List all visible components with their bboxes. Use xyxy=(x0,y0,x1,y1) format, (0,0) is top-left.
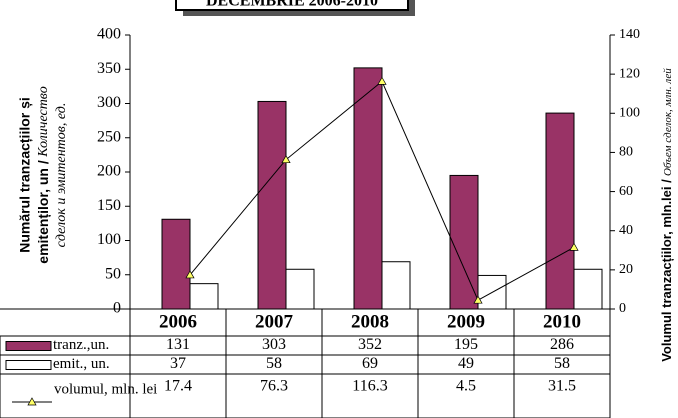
table-value: 31.5 xyxy=(548,378,576,395)
line-marker xyxy=(281,154,291,164)
y2-tick-label: 20 xyxy=(619,262,633,277)
bar xyxy=(353,67,383,310)
table-value: 4.5 xyxy=(456,378,476,395)
y-tick-label: 250 xyxy=(97,128,121,145)
table-value: 303 xyxy=(262,336,286,353)
y-tick-label: 50 xyxy=(105,265,121,282)
y-label-line: сделок и эмитентов, ед. xyxy=(54,103,69,248)
x-tick-label: 2009 xyxy=(447,311,485,332)
line-marker xyxy=(377,76,387,85)
bar xyxy=(285,268,315,310)
y2-tick-label: 120 xyxy=(619,66,640,81)
y-tick-label: 400 xyxy=(97,26,121,43)
line-marker xyxy=(185,270,195,279)
bar xyxy=(257,100,287,310)
bar xyxy=(189,283,219,310)
table-value: 286 xyxy=(550,336,574,353)
bar xyxy=(573,268,603,310)
chart-title: DECEMBRIE 2006-2010 xyxy=(206,0,378,10)
table-value: 37 xyxy=(170,355,186,372)
y-label-part: Количество xyxy=(36,86,51,157)
y-tick-label: 350 xyxy=(97,60,121,77)
table-value: 69 xyxy=(362,355,378,372)
y2-tick-label: 60 xyxy=(619,184,633,199)
legend-marker xyxy=(27,397,37,406)
x-tick-label: 2008 xyxy=(351,311,389,332)
y2-tick-label: 40 xyxy=(619,223,633,238)
y2-tick-label: 100 xyxy=(619,106,640,121)
title-box xyxy=(175,0,409,11)
y-tick-label: 100 xyxy=(97,231,121,248)
line-marker xyxy=(473,295,483,304)
x-tick-label: 2006 xyxy=(159,311,197,332)
bar xyxy=(161,218,191,310)
y2-label-line: Volumul tranzacțiilor, mln.lei / Объем с… xyxy=(659,68,674,362)
table-value: 58 xyxy=(554,355,570,372)
legend-swatch xyxy=(5,360,52,370)
y-label-line: emitenților, un / Количество xyxy=(35,86,52,263)
y-tick-label: 300 xyxy=(97,94,121,111)
x-tick-label: 2010 xyxy=(543,311,581,332)
y2-tick-label: 80 xyxy=(619,145,633,160)
y2-tick-label: 0 xyxy=(619,301,626,316)
legend-label: tranz.,un. xyxy=(53,337,109,353)
y2-label-part: Volumul tranzacțiilor, mln.lei / xyxy=(659,179,674,362)
bar xyxy=(381,261,411,310)
table-value: 352 xyxy=(358,336,382,353)
legend-label: volumul, mln. lei xyxy=(54,381,157,397)
table-value: 17.4 xyxy=(164,378,192,395)
y-label-line: Numărul tranzacțiilor și xyxy=(17,97,33,253)
table-value: 131 xyxy=(166,336,190,353)
table-value: 116.3 xyxy=(352,378,387,395)
y2-tick-label: 140 xyxy=(619,27,640,42)
table-value: 58 xyxy=(266,355,282,372)
y-tick-label: 0 xyxy=(113,300,121,317)
bar xyxy=(449,174,479,310)
bar xyxy=(545,112,575,310)
table-value: 195 xyxy=(454,336,478,353)
table-value: 49 xyxy=(458,355,474,372)
y-axis-label: Numărul tranzacțiilor și emitenților, un… xyxy=(17,86,70,263)
y-tick-label: 150 xyxy=(97,197,121,214)
table-value: 76.3 xyxy=(260,378,288,395)
y-tick-label: 200 xyxy=(97,163,121,180)
y2-label-part: Объем сделок, млн. лей xyxy=(662,68,674,176)
x-tick-label: 2007 xyxy=(255,311,294,332)
y2-axis-label: Volumul tranzacțiilor, mln.lei / Объем с… xyxy=(659,68,674,362)
y-label-part: emitenților, un / xyxy=(35,160,51,264)
legend-label: emit., un. xyxy=(53,356,110,372)
legend-swatch xyxy=(5,341,52,351)
line-marker xyxy=(569,242,579,251)
